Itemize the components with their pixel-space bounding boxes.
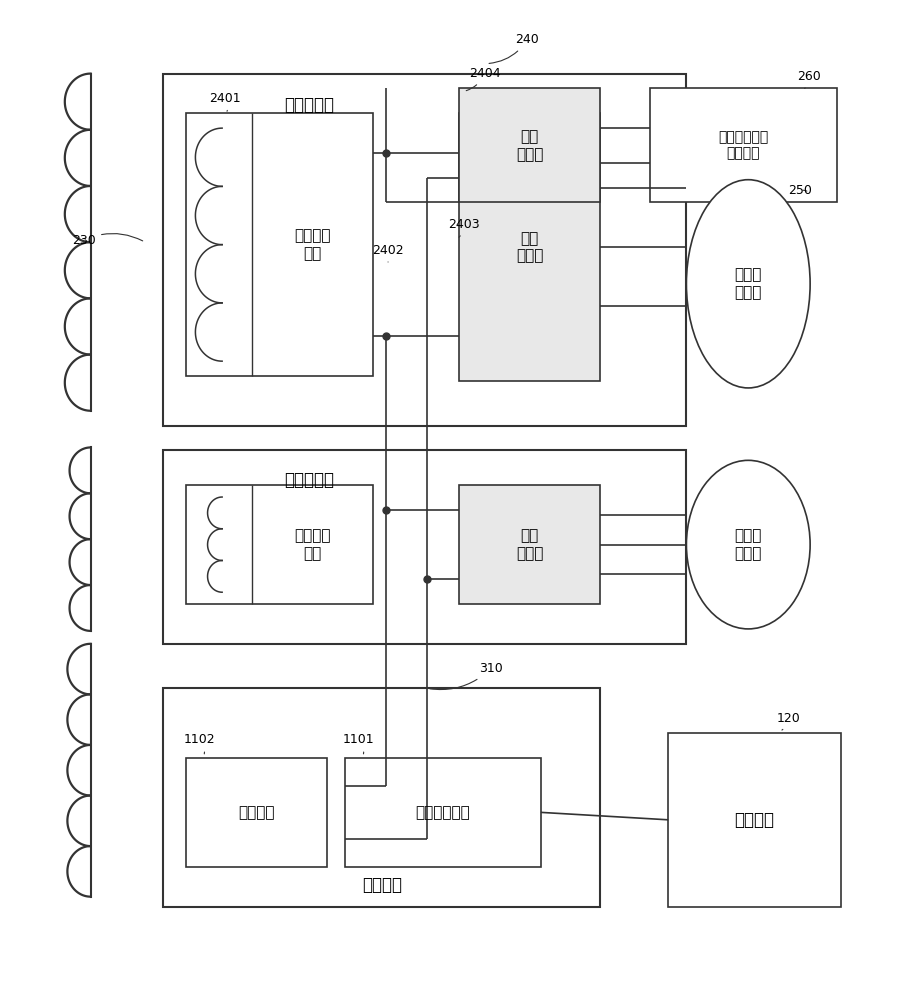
Text: 储能元件: 储能元件 — [239, 805, 274, 820]
Text: 四象限整
流器: 四象限整 流器 — [294, 228, 330, 261]
Bar — [186, 485, 373, 604]
Text: 交流牵
引电机: 交流牵 引电机 — [734, 528, 762, 561]
Bar — [163, 450, 687, 644]
Bar — [186, 758, 327, 867]
Text: 牵引变流器: 牵引变流器 — [284, 471, 334, 489]
Bar — [186, 113, 373, 376]
Bar — [459, 88, 600, 202]
Text: 310: 310 — [430, 662, 503, 690]
Text: 2404: 2404 — [466, 67, 500, 91]
Text: 120: 120 — [777, 712, 800, 730]
Text: 交流牵
引电机: 交流牵 引电机 — [734, 268, 762, 300]
Text: 辅助
逆变器: 辅助 逆变器 — [516, 129, 543, 162]
Bar — [163, 74, 687, 426]
Text: 260: 260 — [798, 70, 821, 88]
Text: 牵引变流器: 牵引变流器 — [284, 96, 334, 114]
Text: 250: 250 — [789, 184, 812, 197]
Bar — [459, 485, 600, 604]
Text: 控制模块: 控制模块 — [734, 811, 775, 829]
Bar — [345, 758, 541, 867]
Text: 储能模块: 储能模块 — [362, 876, 402, 894]
Bar — [163, 688, 600, 907]
Text: 2401: 2401 — [209, 92, 241, 111]
Text: 空调、照明等
辅助设备: 空调、照明等 辅助设备 — [718, 130, 768, 161]
Text: 牵引
逆变器: 牵引 逆变器 — [516, 528, 543, 561]
Text: 牵引
逆变器: 牵引 逆变器 — [516, 231, 543, 263]
Text: 2403: 2403 — [448, 218, 479, 237]
Text: 2402: 2402 — [372, 244, 404, 262]
Bar — [650, 88, 836, 202]
Ellipse shape — [687, 180, 810, 388]
Text: 230: 230 — [73, 234, 142, 247]
Text: 1101: 1101 — [343, 733, 375, 754]
Text: 1102: 1102 — [184, 733, 216, 754]
Bar — [459, 113, 600, 381]
Text: 240: 240 — [489, 33, 539, 63]
Text: 四象限整
流器: 四象限整 流器 — [294, 528, 330, 561]
Text: 能量变换电路: 能量变换电路 — [416, 805, 470, 820]
Ellipse shape — [687, 460, 810, 629]
Bar — [668, 733, 841, 907]
